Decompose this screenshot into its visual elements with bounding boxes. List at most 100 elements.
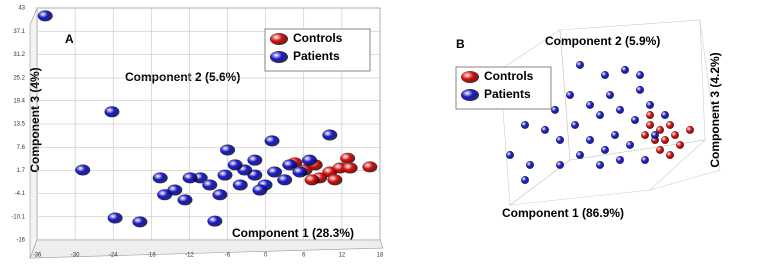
panel-label: A [65,32,74,46]
point [656,125,664,134]
point [671,131,679,140]
point [666,120,674,129]
point [107,212,123,224]
x-axis-label: Component 1 (86.9%) [502,206,624,220]
floor [29,239,384,259]
z-axis-label: Component 2 (5.6%) [125,70,240,84]
y-tick-label: 19.4 [13,98,25,104]
point [327,174,343,186]
point [247,154,263,166]
point [651,131,659,140]
y-tick-label: 13.5 [13,122,25,128]
point [601,71,609,80]
point [606,91,614,100]
point [616,105,624,114]
point [686,125,694,134]
point [621,65,629,74]
point [220,144,236,156]
point [37,10,53,22]
legend-label: Patients [293,49,340,63]
x-tick-label: 12 [339,253,346,259]
y-tick-label: 1.7 [17,168,26,174]
legend-label: Controls [293,31,343,45]
point [661,136,669,144]
point [182,172,198,184]
point [207,215,223,227]
x-tick-label: -6 [225,253,231,259]
panel-label: B [456,37,465,51]
y-tick-label: -10.1 [11,214,25,220]
y-axis-label: Component 3 (4%) [28,67,42,172]
point [596,111,604,120]
y-axis-label: Component 3 (4.2%) [708,52,722,167]
point [342,162,358,174]
x-tick-label: -30 [71,253,80,259]
point [641,131,649,140]
x-axis-label: Component 1 (28.3%) [232,226,354,240]
point [541,125,549,134]
point [340,152,356,164]
z-axis-label: Component 2 (5.9%) [545,34,660,48]
point [586,136,594,144]
y-tick-label: -16 [16,238,25,244]
point [646,120,654,129]
point [666,151,674,160]
x-tick-label: 18 [377,253,384,259]
legend-swatch [461,71,479,83]
box-face [499,29,571,206]
point [282,159,298,171]
y-tick-label: 31.2 [13,52,25,58]
point [202,179,218,191]
point [521,176,529,184]
point [212,189,228,201]
x-tick-label: 6 [302,253,306,259]
legend-label: Controls [484,69,534,83]
point [152,172,168,184]
point [362,161,378,173]
point [252,184,268,196]
point [611,131,619,140]
point [526,160,534,169]
point [566,91,574,100]
point [506,151,514,160]
point [227,159,243,171]
point [556,136,564,144]
box-face [508,139,706,206]
x-tick-label: -12 [185,253,194,259]
point [304,174,320,186]
point [132,216,148,228]
point [177,194,193,206]
point [267,166,283,178]
point [576,151,584,160]
point [75,164,91,176]
y-tick-label: 25.2 [13,76,25,82]
y-tick-label: 43 [18,6,25,12]
point [277,174,293,186]
point [322,129,338,141]
point [104,106,120,118]
point [157,189,173,201]
point [571,120,579,129]
point [292,166,308,178]
point [661,111,669,120]
point [626,140,634,149]
point [301,154,317,166]
x-tick-label: -24 [109,253,118,259]
x-tick-label: -36 [33,253,42,259]
x-tick-label: 0 [264,253,268,259]
point [601,145,609,154]
point [636,71,644,80]
point [264,135,280,147]
y-tick-label: 37.1 [13,29,25,35]
point [646,111,654,120]
point [217,169,233,181]
y-tick-label: 7.6 [17,145,26,151]
point [641,156,649,164]
point [616,156,624,164]
box-edge [699,19,721,171]
box-edge [649,169,721,191]
point [596,160,604,169]
point [676,140,684,149]
point [556,160,564,169]
legend-swatch [461,89,479,101]
